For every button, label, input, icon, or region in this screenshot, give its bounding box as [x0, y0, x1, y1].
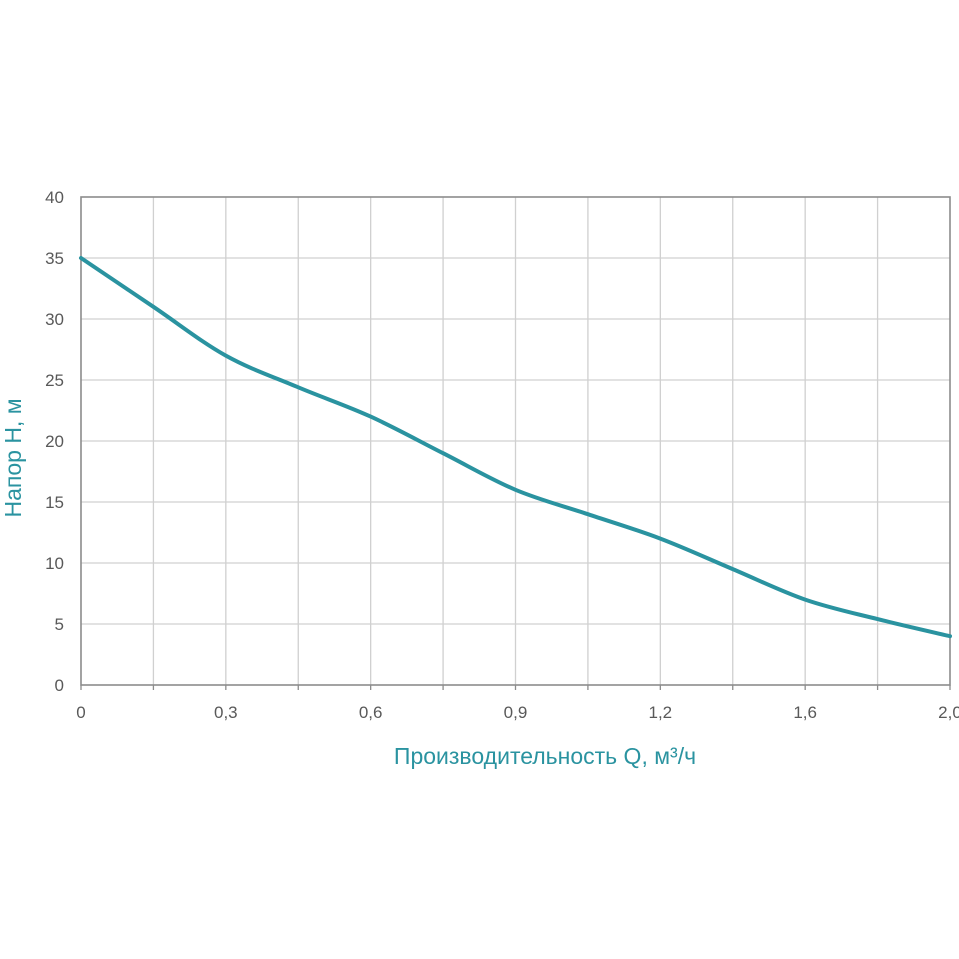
x-tick-label: 1,6 — [793, 703, 817, 722]
x-tick-label: 2,0 — [938, 703, 959, 722]
plot-frame-layer — [80, 196, 951, 690]
x-tick-label: 0,6 — [359, 703, 383, 722]
series-line — [79, 256, 952, 639]
y-tick-label: 40 — [45, 188, 64, 207]
y-tick-labels: 0 5 10 15 20 25 30 35 40 — [45, 188, 64, 695]
x-tick-label: 1,2 — [649, 703, 673, 722]
grid-layer — [81, 197, 950, 685]
y-tick-label: 20 — [45, 432, 64, 451]
y-tick-label: 30 — [45, 310, 64, 329]
y-tick-label: 15 — [45, 493, 64, 512]
y-tick-label: 25 — [45, 371, 64, 390]
y-tick-label: 10 — [45, 554, 64, 573]
y-tick-label: 0 — [55, 676, 64, 695]
y-axis-title: Напор H, м — [0, 398, 26, 517]
series-layer — [79, 256, 952, 639]
x-axis-title: Производительность Q, м³/ч — [394, 743, 696, 769]
x-tick-label: 0,3 — [214, 703, 238, 722]
x-tick-label: 0 — [76, 703, 85, 722]
y-tick-label: 5 — [55, 615, 64, 634]
x-tick-label: 0,9 — [504, 703, 528, 722]
x-tick-labels: 0 0,3 0,6 0,9 1,2 1,6 2,0 — [76, 703, 959, 722]
y-tick-label: 35 — [45, 249, 64, 268]
